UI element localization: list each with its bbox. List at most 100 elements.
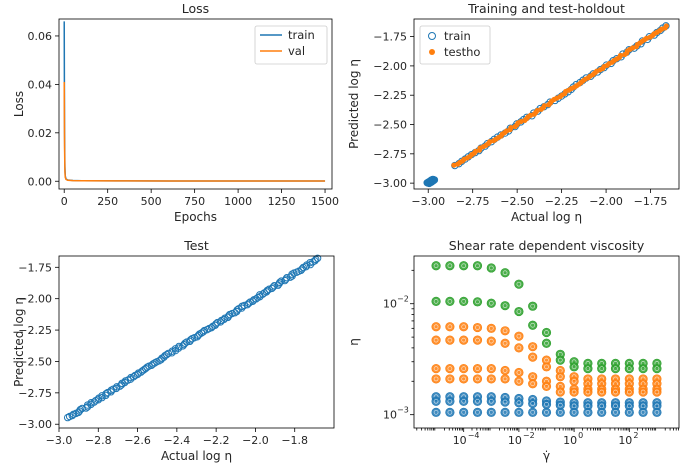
- point-orange-4: [486, 374, 496, 384]
- point-orange-2: [445, 335, 455, 345]
- point-ring-blue-2: [461, 398, 467, 404]
- point-ring-green-mid: [530, 322, 536, 328]
- point-ring-green-mid: [475, 299, 480, 305]
- series-line-val: [63, 81, 326, 182]
- point-ring-orange-4: [544, 384, 549, 389]
- point-ring-blue-3: [557, 409, 563, 415]
- y-axis-label: η: [347, 338, 361, 346]
- point-blue-2: [445, 396, 455, 406]
- point-ring-orange-4: [433, 376, 439, 382]
- legend: train testho: [419, 25, 491, 65]
- point-blue-3: [486, 407, 496, 417]
- x-axis-label: Epochs: [174, 210, 217, 224]
- y-tick-label: −2.50: [373, 119, 407, 132]
- point-ring-green-high: [447, 263, 453, 269]
- point-ring-orange-2: [433, 337, 439, 343]
- point-ring-orange-4: [585, 389, 591, 395]
- point-test: [164, 349, 173, 358]
- legend-box: [419, 25, 491, 65]
- point-ring-green-mid: [599, 366, 605, 371]
- point-ring-blue-3: [461, 409, 467, 415]
- point-ring-blue-3: [613, 409, 618, 415]
- point-test: [199, 328, 207, 336]
- point-blue-3: [472, 407, 483, 417]
- point-ring-green-mid: [557, 357, 563, 363]
- point-testho: [487, 139, 493, 145]
- point-ring-orange-2: [557, 374, 563, 380]
- x-tick-label: −3.00: [411, 195, 445, 208]
- point-ring-orange-4: [626, 389, 632, 395]
- point-ring-orange-2: [571, 378, 577, 384]
- point-green-mid: [624, 364, 634, 374]
- subplot-title: Loss: [182, 1, 209, 16]
- point-test: [102, 390, 110, 398]
- point-green-mid: [652, 364, 662, 374]
- point-ring-blue-3: [502, 409, 508, 415]
- point-blue-3: [459, 407, 469, 417]
- point-green-high: [528, 301, 538, 311]
- point-ring-green-mid: [544, 340, 549, 346]
- point-ring-orange-1: [433, 324, 439, 330]
- point-ring-orange-4: [599, 389, 605, 395]
- point-ring-orange-4: [613, 389, 618, 395]
- point-blue-3: [555, 407, 565, 417]
- point-ring-orange-4: [488, 376, 494, 382]
- axes-frame: [413, 18, 680, 190]
- y-tick-exponent: −3: [397, 406, 409, 415]
- x-tick-label: 1250: [268, 195, 296, 208]
- point-green-mid: [459, 296, 469, 306]
- point-ring-blue-3: [599, 409, 605, 415]
- point-test: [181, 339, 189, 347]
- point-orange-2: [514, 343, 524, 353]
- point-green-high: [500, 268, 510, 278]
- point-ring-orange-2: [516, 345, 522, 351]
- point-ring-blue-3: [544, 409, 549, 415]
- point-ring-orange-2: [447, 337, 453, 343]
- point-test: [313, 254, 322, 262]
- point-ring-blue-3: [640, 409, 646, 415]
- point-ring-green-high: [530, 303, 536, 309]
- x-tick-label: 10: [453, 434, 467, 447]
- y-axis-label: Predicted log η: [12, 297, 26, 387]
- y-tick-exponent: −2: [397, 295, 409, 304]
- point-blue-3: [597, 407, 607, 417]
- point-test: [98, 392, 106, 400]
- point-ring-orange-2: [544, 364, 549, 370]
- point-ring-blue-3: [530, 409, 536, 415]
- x-tick-label: 0: [61, 195, 68, 208]
- point-test: [256, 291, 264, 299]
- point-ring-orange-3: [461, 366, 467, 371]
- x-tick-exponent: 2: [633, 431, 638, 440]
- point-test: [87, 399, 95, 407]
- axes-frame: [58, 255, 335, 429]
- point-ring-orange-3: [516, 370, 522, 375]
- point-ring-orange-1: [502, 328, 508, 334]
- point-ring-orange-3: [530, 374, 536, 380]
- x-tick-label: −2.6: [124, 434, 151, 447]
- point-test: [244, 299, 253, 308]
- point-blue-3: [638, 407, 648, 417]
- y-tick-label: 0.06: [28, 30, 53, 43]
- point-green-high: [472, 261, 483, 271]
- y-tick-label: 0.04: [28, 78, 53, 91]
- point-ring-green-mid: [640, 366, 646, 371]
- x-tick-label: −2.8: [85, 434, 112, 447]
- x-tick-exponent: 0: [578, 431, 583, 440]
- point-orange-3: [459, 364, 469, 374]
- x-tick-label: −1.75: [634, 195, 668, 208]
- point-orange-2: [472, 335, 483, 345]
- point-test: [182, 338, 191, 346]
- point-green-mid: [597, 364, 607, 374]
- point-blue-2: [500, 397, 510, 407]
- point-blue-2: [514, 398, 524, 408]
- x-tick-label: 10: [618, 434, 632, 447]
- point-ring-orange-1: [475, 325, 480, 330]
- x-tick-label: 10: [563, 434, 577, 447]
- point-ring-green-high: [544, 330, 549, 335]
- point-ring-orange-4: [571, 389, 577, 395]
- point-test: [143, 363, 151, 371]
- y-axis-label: Predicted log η: [347, 59, 361, 149]
- point-blue-2: [528, 398, 538, 409]
- y-tick-label: −3.00: [18, 418, 52, 431]
